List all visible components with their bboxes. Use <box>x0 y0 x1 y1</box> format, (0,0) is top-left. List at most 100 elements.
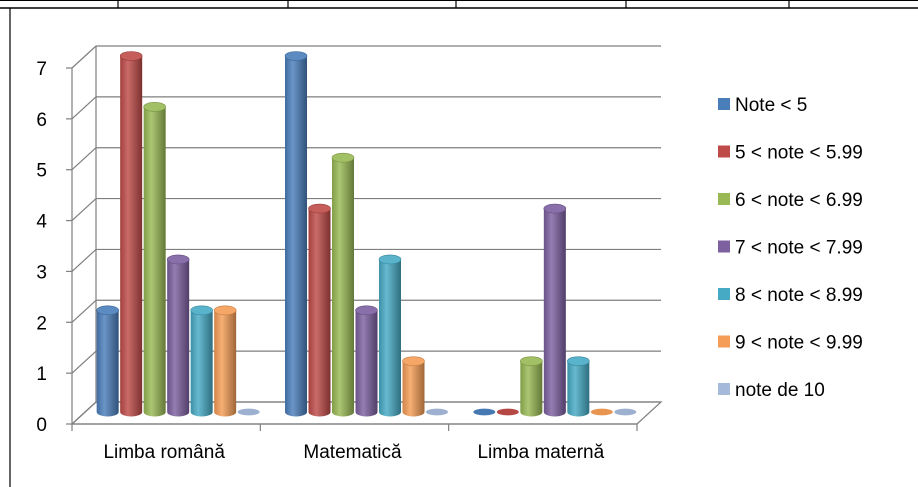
y-tick-label: 5 <box>36 161 47 182</box>
y-tick-label: 2 <box>36 313 47 334</box>
bar-base <box>473 408 496 416</box>
bar <box>590 408 613 416</box>
legend-swatch <box>718 98 730 110</box>
legend-swatch <box>718 383 730 395</box>
bar <box>96 305 119 417</box>
side-wall-gridline <box>71 96 97 120</box>
legend-item: 7 < note < 7.99 <box>718 238 863 259</box>
bar <box>331 152 355 417</box>
y-tick-label: 6 <box>36 110 47 131</box>
bar-top <box>567 356 590 366</box>
legend-swatch <box>718 145 730 158</box>
bar-top <box>213 305 237 316</box>
legend-item: 9 < note < 9.99 <box>718 333 863 354</box>
bar-top <box>331 152 355 163</box>
bar-base <box>237 408 260 416</box>
bar-body <box>379 259 401 417</box>
bar-body <box>96 310 119 417</box>
y-tick-label: 1 <box>36 364 47 385</box>
bar-top <box>520 356 543 366</box>
side-wall-gridline <box>71 248 97 272</box>
legend-swatch <box>718 335 730 348</box>
legend-item: 5 < note < 5.99 <box>718 143 863 164</box>
y-tick-label: 0 <box>36 415 47 436</box>
bar-body <box>167 259 190 417</box>
legend-item: 8 < note < 8.99 <box>718 285 863 306</box>
legend-label: 5 < note < 5.99 <box>735 143 863 164</box>
legend-label: 7 < note < 7.99 <box>735 238 863 259</box>
bar-body <box>520 361 543 417</box>
x-axis-categories: Limba română Matematică Limba maternă <box>103 442 604 463</box>
legend-swatch <box>718 193 730 205</box>
bar-top <box>308 203 331 214</box>
bar-body <box>402 361 425 417</box>
bar-body <box>308 208 331 417</box>
bar-top <box>119 51 143 61</box>
bar-top <box>166 254 190 265</box>
bar-base <box>496 408 519 416</box>
bar <box>166 254 190 417</box>
bar-top <box>96 305 119 316</box>
bar-top <box>284 51 308 61</box>
bar-body <box>567 361 590 417</box>
bar-base <box>590 408 613 416</box>
side-wall-gridline <box>71 147 97 171</box>
y-axis-ticks: 0 1 2 3 4 5 6 7 <box>36 59 72 436</box>
bar-body <box>543 208 566 417</box>
bar-top <box>355 305 378 316</box>
bar-body <box>355 310 378 417</box>
bar-base <box>426 408 448 416</box>
y-tick-label: 7 <box>36 59 47 80</box>
legend-item: Note < 5 <box>718 95 807 116</box>
bar <box>308 203 331 417</box>
bar-body <box>332 157 354 417</box>
bar <box>614 408 637 416</box>
bar-top <box>143 102 166 112</box>
bar-body <box>190 310 213 417</box>
legend-label: 6 < note < 6.99 <box>735 190 863 211</box>
legend-label: note de 10 <box>735 380 825 401</box>
side-wall-gridline <box>71 45 97 69</box>
bar <box>213 305 237 417</box>
bar-top <box>378 254 402 265</box>
bar-body <box>120 56 143 417</box>
x-category-label: Limba română <box>103 442 225 463</box>
x-category-label: Limba maternă <box>477 442 604 463</box>
bar-body <box>214 310 237 417</box>
bar <box>520 356 543 417</box>
bar <box>426 408 448 416</box>
axes <box>70 68 663 431</box>
bar <box>567 356 590 417</box>
bar <box>496 408 519 416</box>
legend-label: 8 < note < 8.99 <box>735 285 863 306</box>
bar <box>355 305 378 417</box>
legend-label: Note < 5 <box>735 95 807 116</box>
y-tick-label: 4 <box>36 212 47 233</box>
bar <box>543 203 567 417</box>
bar <box>143 102 166 417</box>
gridlines <box>71 45 661 425</box>
legend-item: note de 10 <box>718 380 825 401</box>
side-wall-gridline <box>71 299 97 323</box>
side-wall-gridline <box>71 350 97 374</box>
x-category-label: Matematică <box>303 442 402 463</box>
legend-item: 6 < note < 6.99 <box>718 190 863 211</box>
side-wall-gridline <box>71 198 97 222</box>
bar-body <box>285 56 307 417</box>
bar <box>119 51 143 417</box>
bar <box>378 254 402 417</box>
bar <box>237 408 260 416</box>
bars <box>96 51 637 417</box>
bar <box>473 408 496 416</box>
legend: Note < 5 5 < note < 5.99 6 < note < 6.99 7… <box>718 95 863 401</box>
bar <box>284 51 308 417</box>
bar-top <box>543 203 567 214</box>
bar <box>190 305 213 417</box>
bar-body <box>143 106 166 417</box>
bar-top <box>190 305 213 316</box>
bar <box>402 356 425 417</box>
legend-label: 9 < note < 9.99 <box>735 333 863 354</box>
legend-swatch <box>718 288 730 300</box>
